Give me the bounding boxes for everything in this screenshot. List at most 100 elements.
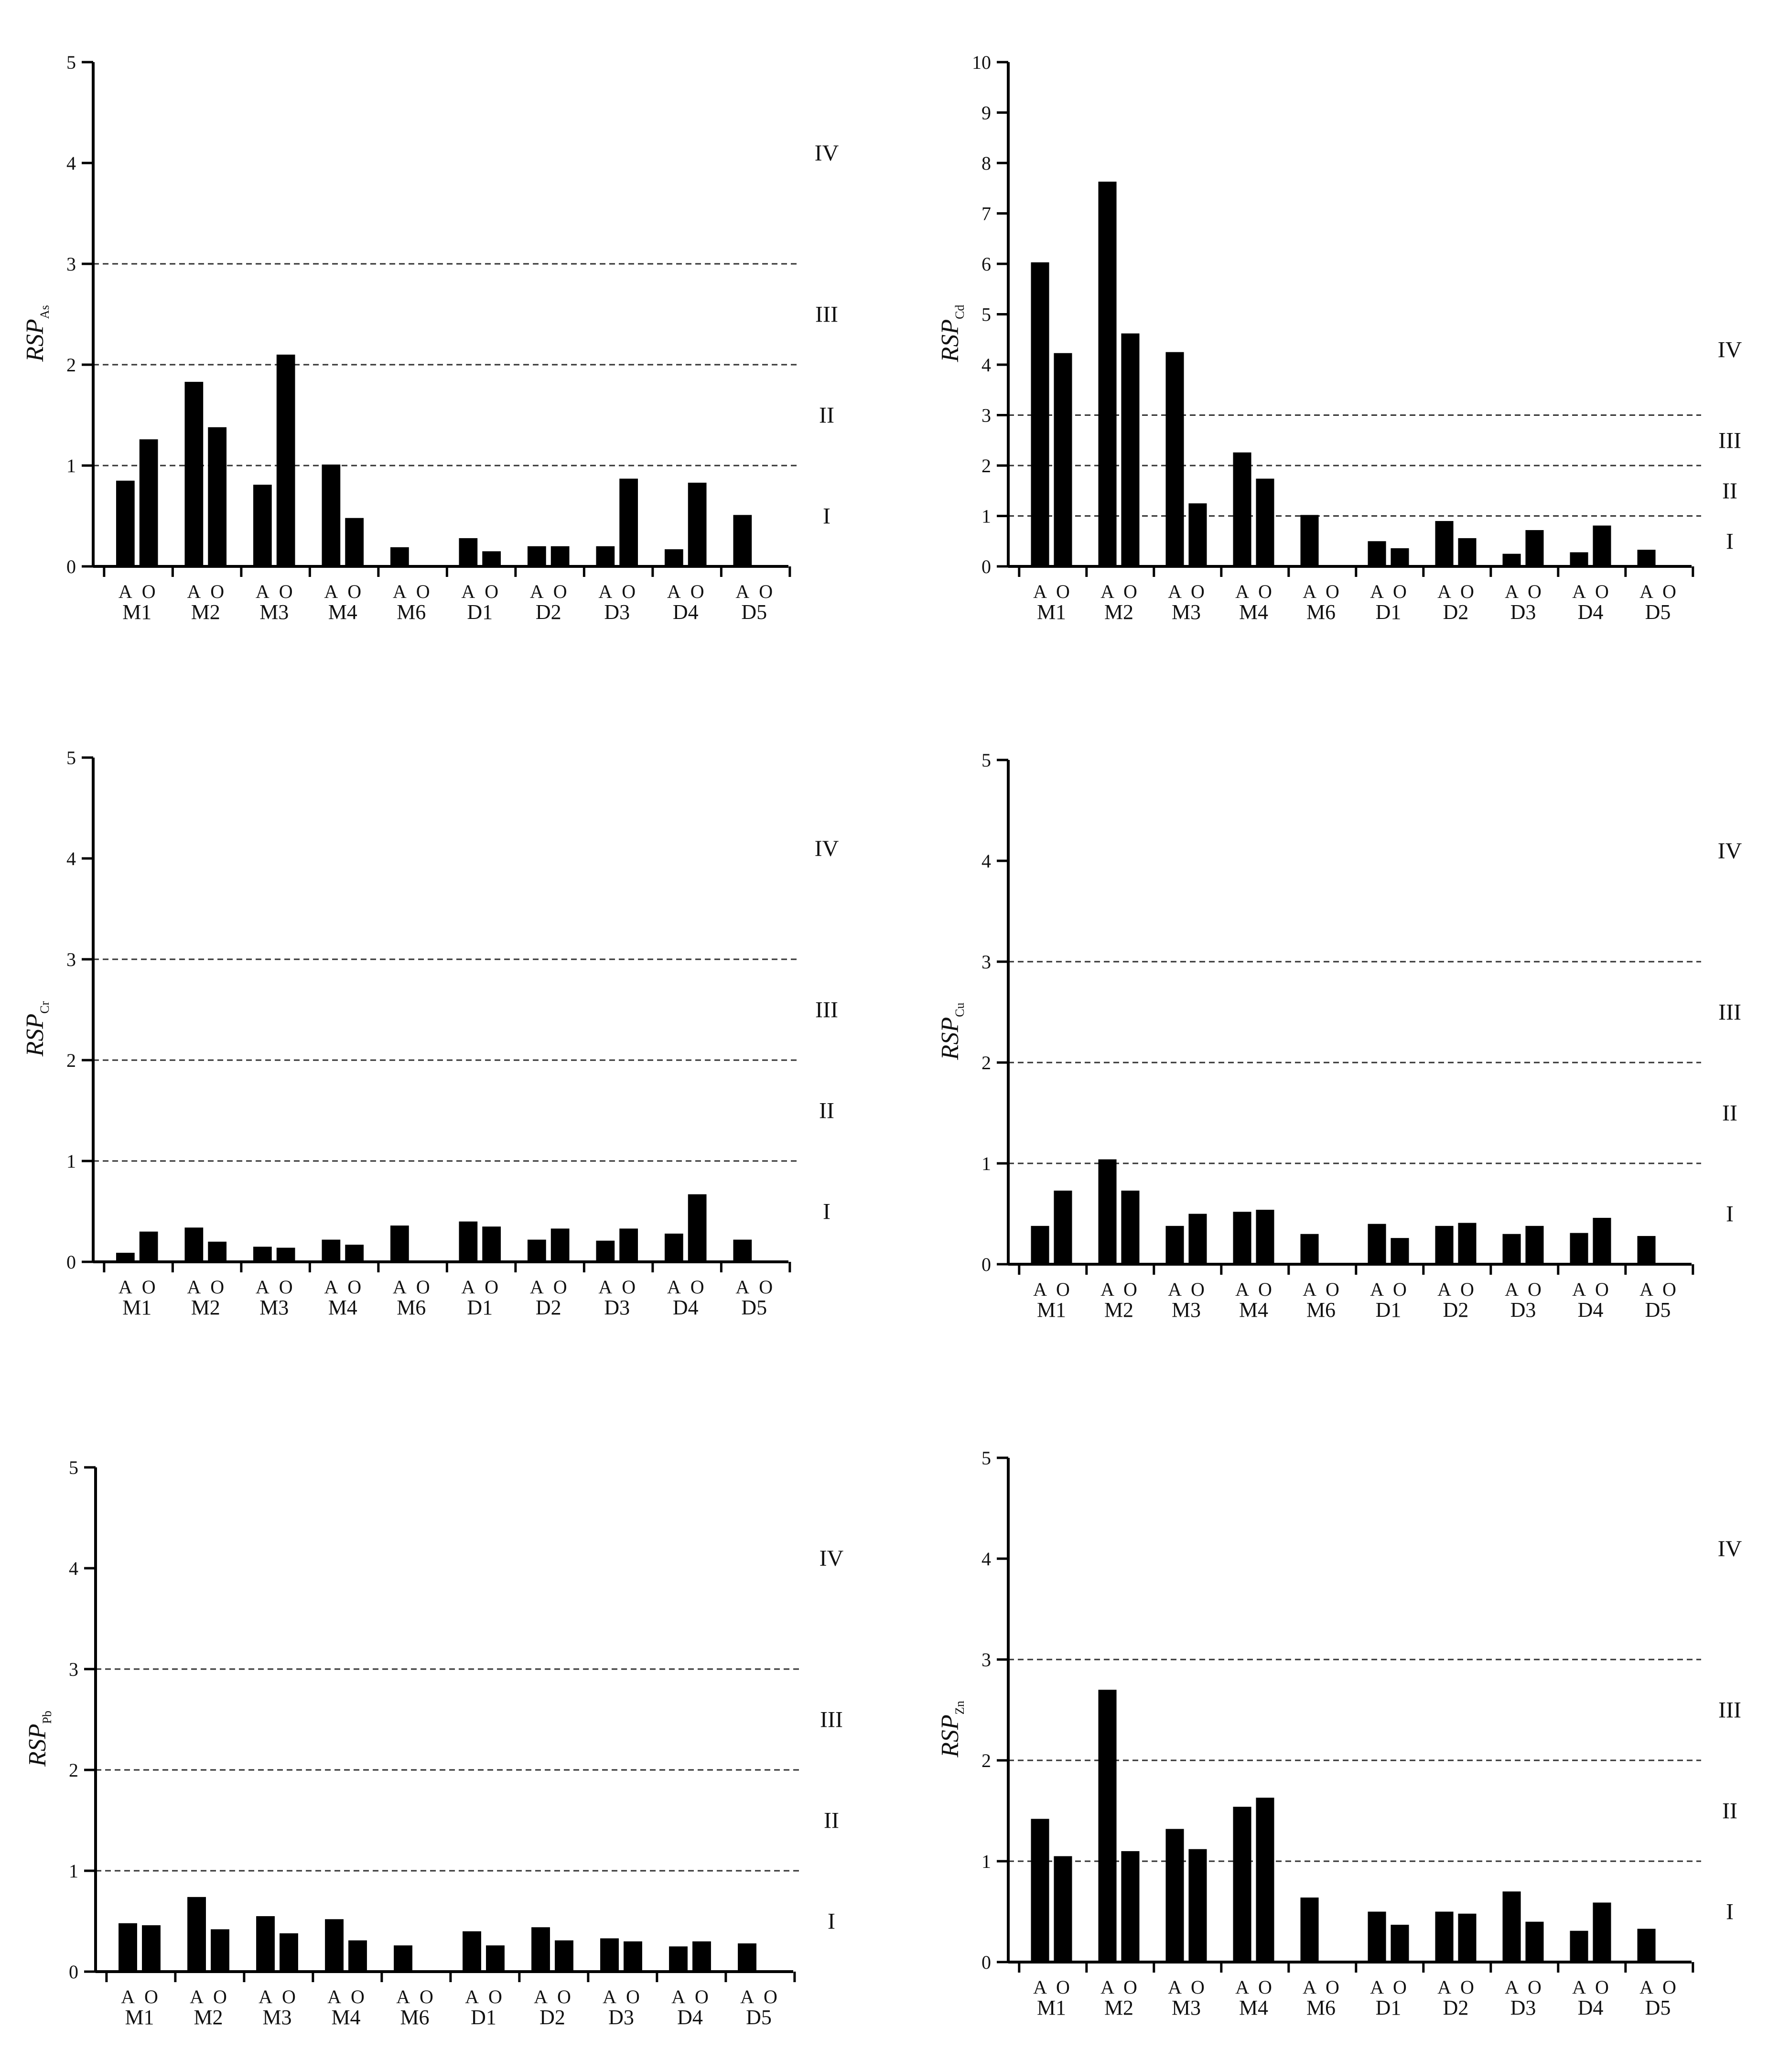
bar-m2-o — [1121, 1851, 1140, 1962]
category-label: M1 — [125, 2006, 154, 2029]
bar-m3-o — [1188, 1849, 1207, 1962]
bar-label-o: O — [553, 581, 567, 602]
bar-m3-a — [1165, 352, 1184, 566]
y-axis-label-sub: Cd — [953, 305, 967, 319]
bar-d4-o — [1593, 525, 1611, 566]
bar-label-a: A — [671, 1986, 685, 2007]
bar-m6-a — [1300, 515, 1319, 566]
y-tick-label: 6 — [981, 253, 991, 275]
bar-label-a: A — [1437, 1976, 1451, 1998]
bar-d4-o — [688, 482, 707, 566]
zone-label: III — [1718, 1000, 1741, 1025]
bar-m3-a — [253, 1247, 272, 1262]
bar-m4-o — [345, 1245, 364, 1262]
bar-label-o: O — [347, 1276, 361, 1298]
bar-label-o: O — [1258, 1279, 1272, 1300]
y-axis-label: RSPPb — [24, 1711, 54, 1767]
bar-d5-a — [733, 515, 752, 566]
y-tick-label: 4 — [69, 1558, 78, 1579]
bar-m4-a — [325, 1919, 344, 1972]
bar-d1-o — [482, 1226, 501, 1262]
y-tick-label: 4 — [66, 152, 76, 174]
bar-label-o: O — [279, 1276, 293, 1298]
bar-d5-a — [1637, 1929, 1656, 1962]
bar-m4-o — [345, 518, 364, 566]
bar-label-a: A — [740, 1986, 754, 2007]
zone-label: III — [1718, 1698, 1741, 1723]
zone-label: IV — [1718, 337, 1742, 362]
bar-label-o: O — [1393, 581, 1407, 602]
bar-label-a: A — [667, 1276, 681, 1298]
bar-label-a: A — [1370, 1279, 1384, 1300]
bar-d1-a — [459, 1221, 478, 1262]
bar-label-a: A — [393, 1276, 407, 1298]
bar-d2-o — [1458, 1223, 1477, 1264]
bar-label-a: A — [1303, 1279, 1316, 1300]
bar-label-o: O — [142, 581, 156, 602]
category-label: D2 — [1443, 600, 1469, 624]
bar-d4-a — [1570, 1931, 1588, 1962]
category-label: M4 — [1239, 1298, 1268, 1322]
bar-m4-o — [1256, 1210, 1274, 1264]
bar-d3-a — [1502, 1891, 1521, 1962]
zone-label: IV — [815, 141, 839, 166]
category-label: D3 — [604, 600, 630, 624]
bar-d3-o — [619, 1228, 638, 1262]
bar-m2-o — [208, 427, 227, 566]
bar-d4-o — [688, 1194, 707, 1262]
y-tick-label: 1 — [981, 1153, 991, 1174]
bar-d3-a — [1502, 553, 1521, 566]
category-label: D5 — [1645, 1298, 1671, 1322]
zone-label: I — [1726, 1202, 1734, 1227]
bar-label-o: O — [690, 1276, 704, 1298]
bar-m6-a — [1300, 1234, 1319, 1264]
y-tick-label: 2 — [66, 1050, 76, 1071]
bar-m3-o — [276, 1248, 295, 1262]
category-label: D3 — [1510, 1996, 1536, 2019]
bar-d1-o — [486, 1945, 505, 1972]
bar-label-a: A — [1033, 581, 1047, 602]
bar-label-o: O — [1662, 581, 1676, 602]
bar-m1-o — [139, 1231, 158, 1262]
category-label: D1 — [471, 2006, 496, 2029]
category-label: M6 — [1306, 1298, 1336, 1322]
bar-label-a: A — [1235, 581, 1249, 602]
zone-label: III — [815, 302, 838, 327]
category-label: D5 — [1645, 600, 1671, 624]
bar-d3-o — [624, 1941, 642, 1972]
category-label: D5 — [741, 600, 767, 624]
y-tick-label: 5 — [981, 749, 991, 771]
category-label: D1 — [467, 600, 493, 624]
bar-label-o: O — [557, 1986, 571, 2007]
bar-label-o: O — [1326, 1976, 1339, 1998]
y-axis-label-main: RSP — [22, 1014, 49, 1057]
y-tick-label: 5 — [981, 1447, 991, 1469]
bar-label-o: O — [1191, 1976, 1205, 1998]
category-label: M2 — [194, 2006, 223, 2029]
zone-label: III — [820, 1707, 843, 1733]
y-tick-label: 9 — [981, 102, 991, 124]
y-axis-label-main: RSP — [22, 319, 49, 362]
bar-label-o: O — [553, 1276, 567, 1298]
category-label: M6 — [1306, 600, 1336, 624]
bar-m6-a — [1300, 1897, 1319, 1962]
category-label: D3 — [1510, 1298, 1536, 1322]
bar-label-a: A — [1437, 1279, 1451, 1300]
bar-d5-a — [733, 1239, 752, 1262]
bar-label-a: A — [1033, 1279, 1047, 1300]
bar-label-a: A — [598, 1276, 612, 1298]
bar-d4-a — [669, 1946, 688, 1972]
bar-d1-a — [1368, 1911, 1386, 1962]
y-axis-label-sub: Cr — [38, 1001, 52, 1013]
zone-label: I — [823, 1199, 830, 1225]
bar-m1-o — [1054, 1190, 1072, 1264]
bar-label-o: O — [210, 1276, 224, 1298]
bar-label-o: O — [485, 1276, 498, 1298]
bar-label-o: O — [1056, 1279, 1070, 1300]
y-axis-label: RSPCu — [937, 1003, 967, 1061]
bar-label-a: A — [1639, 581, 1653, 602]
category-label: D2 — [536, 1296, 561, 1319]
zone-label: III — [1718, 428, 1741, 453]
bar-m1-a — [116, 1253, 135, 1262]
bar-label-a: A — [396, 1986, 410, 2007]
